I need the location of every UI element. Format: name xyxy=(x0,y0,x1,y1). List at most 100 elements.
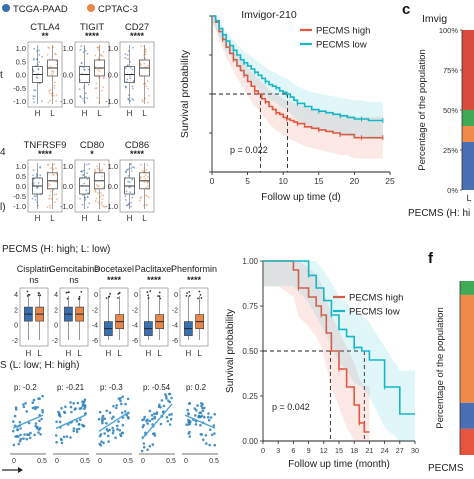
x-tick-label: 15 xyxy=(335,446,343,455)
data-point xyxy=(32,174,34,177)
data-point xyxy=(82,194,84,196)
scatter-point xyxy=(188,402,192,405)
data-point xyxy=(129,191,132,194)
data-point xyxy=(144,53,147,56)
data-point xyxy=(139,163,142,166)
scatter-point xyxy=(126,397,130,401)
scatter-point xyxy=(65,435,69,438)
scatter-point xyxy=(164,395,168,398)
scatter-point xyxy=(107,434,110,438)
data-point xyxy=(51,73,53,76)
panel-b: 0 5 10 15 20 25 Imvigor-210 Follow up time (d) S… xyxy=(170,0,400,205)
plot-frame xyxy=(179,287,209,347)
x-tick: 0 xyxy=(141,458,145,465)
y-axis-label: Percentage of the population xyxy=(435,307,446,428)
data-point xyxy=(53,84,56,87)
data-point xyxy=(102,186,105,189)
drug-label: Gemcitabine xyxy=(49,264,100,274)
data-point xyxy=(85,189,88,192)
panel-d-footer: S (L: low; H: high) xyxy=(0,360,79,371)
data-point xyxy=(103,163,106,166)
scatter-point xyxy=(186,408,189,412)
data-point xyxy=(37,182,40,184)
data-point xyxy=(88,202,91,205)
y-tick-label: 0.25 xyxy=(242,392,258,401)
tick-label: -6 xyxy=(132,338,138,345)
scatter-point xyxy=(79,418,82,422)
scatter-point xyxy=(153,432,156,435)
scatter-point xyxy=(119,434,123,438)
scatter-point xyxy=(169,417,173,421)
x-tick: L xyxy=(142,214,147,223)
scatter-point xyxy=(77,423,81,426)
scatter-point xyxy=(112,404,115,408)
legend-label: TCGA-PAAD xyxy=(13,4,68,15)
scatter-point xyxy=(201,409,205,412)
data-point xyxy=(96,165,98,168)
drug-label: Docetaxel xyxy=(94,264,134,274)
scatter-point xyxy=(12,420,15,423)
data-point xyxy=(95,87,98,90)
scatter-point xyxy=(13,414,17,418)
outlier-point xyxy=(199,294,202,296)
scatter-point xyxy=(102,441,105,445)
data-point xyxy=(99,169,102,172)
outlier-point xyxy=(158,295,161,298)
data-point xyxy=(129,67,132,69)
scatter-point xyxy=(99,443,103,447)
scatter-point xyxy=(29,431,32,435)
data-point xyxy=(82,169,85,172)
y-tick-label: 75% xyxy=(443,66,458,75)
data-point xyxy=(55,94,58,96)
scatter-point xyxy=(107,440,110,443)
scatter-point xyxy=(162,404,166,408)
scatter-point xyxy=(159,422,163,426)
scatter-point xyxy=(77,427,81,431)
scatter-point xyxy=(116,427,119,431)
data-point xyxy=(127,99,130,101)
scatter-point xyxy=(141,425,145,429)
scatter-point xyxy=(19,427,22,430)
tick-label: 0 xyxy=(54,323,58,330)
scatter-point xyxy=(165,397,168,400)
scatter-point xyxy=(155,412,158,416)
data-point xyxy=(94,54,97,57)
outlier-point xyxy=(188,294,191,297)
scatter-point xyxy=(72,429,75,433)
data-point xyxy=(55,60,58,62)
data-point xyxy=(100,54,103,57)
data-point xyxy=(126,78,129,81)
data-point xyxy=(79,96,82,99)
scatter-point xyxy=(199,415,202,419)
x-tick-label: 6 xyxy=(291,446,295,455)
scatter-point xyxy=(199,423,202,427)
data-point xyxy=(47,90,50,93)
scatter-point xyxy=(213,432,216,435)
scatter-point xyxy=(28,436,32,440)
outlier-point xyxy=(78,297,81,300)
scatter-point xyxy=(69,401,72,404)
scatter-point xyxy=(55,420,58,424)
data-point xyxy=(46,206,49,209)
plot-frame xyxy=(74,159,110,213)
tick-label: 0.0 xyxy=(63,182,73,191)
scatter-point xyxy=(142,418,146,421)
panel-c-footer: PECMS (H: hi xyxy=(408,208,470,219)
scatter-point xyxy=(118,429,122,432)
scatter-point xyxy=(27,421,31,425)
x-tick: L xyxy=(50,214,55,223)
scatter-point xyxy=(196,404,199,407)
scatter-point xyxy=(25,410,29,413)
confidence-band xyxy=(263,261,415,441)
scatter-point xyxy=(142,442,146,445)
y-tick-label: 0.75 xyxy=(242,302,258,311)
scatter-point xyxy=(115,404,119,407)
data-point xyxy=(128,181,131,184)
bar-segment xyxy=(462,110,474,126)
scatter-point xyxy=(208,443,211,447)
scatter-point xyxy=(31,401,35,404)
scatter-point xyxy=(207,412,210,415)
data-point xyxy=(146,181,149,184)
x-tick: 0.5 xyxy=(37,458,47,465)
outlier-point xyxy=(118,291,121,294)
